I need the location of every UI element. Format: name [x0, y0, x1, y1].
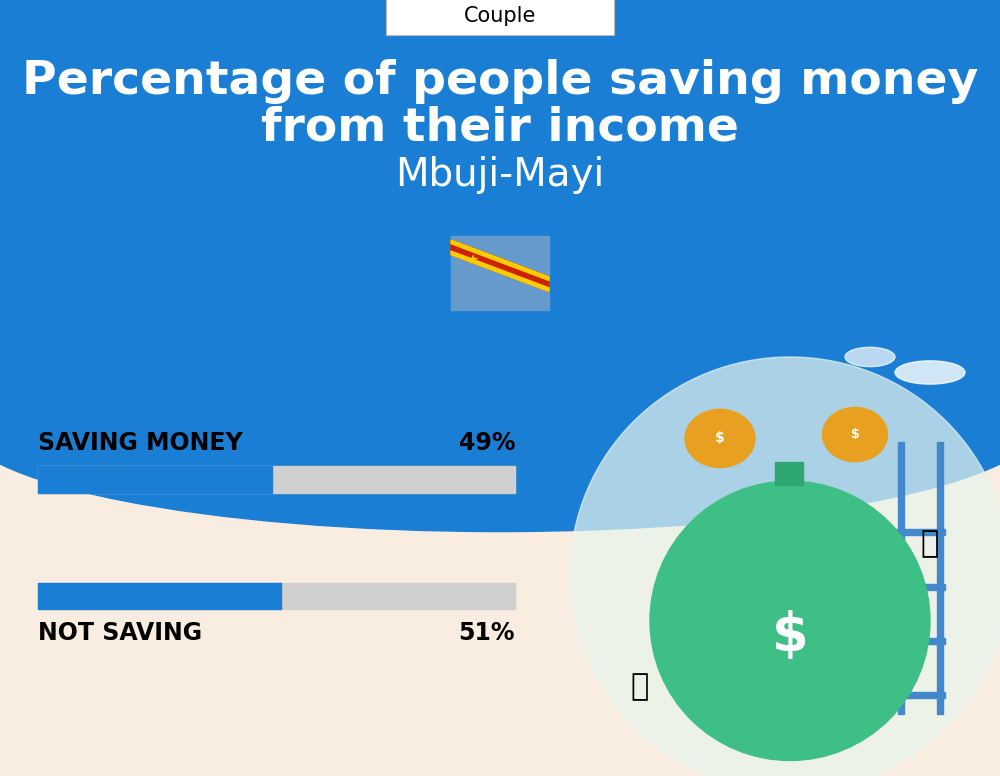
Ellipse shape: [845, 348, 895, 366]
Bar: [0, 0, 1000, 427]
Text: 🧑: 🧑: [921, 528, 939, 558]
Text: from their income: from their income: [261, 106, 739, 151]
Bar: [38, 583, 281, 609]
Ellipse shape: [685, 410, 755, 467]
Text: SAVING MONEY: SAVING MONEY: [38, 431, 243, 455]
Text: Mbuji-Mayi: Mbuji-Mayi: [395, 156, 605, 193]
Text: 51%: 51%: [458, 621, 515, 645]
Text: Percentage of people saving money: Percentage of people saving money: [22, 59, 978, 104]
Text: $: $: [851, 428, 859, 441]
Bar: [775, 462, 803, 485]
Bar: [937, 442, 943, 714]
Bar: [38, 583, 515, 609]
Bar: [451, 237, 549, 310]
FancyBboxPatch shape: [386, 0, 614, 35]
Polygon shape: [451, 240, 549, 292]
Text: 49%: 49%: [458, 431, 515, 455]
Bar: [38, 466, 272, 493]
Bar: [38, 466, 515, 493]
Polygon shape: [451, 240, 549, 280]
Ellipse shape: [0, 314, 1000, 532]
Bar: [895, 638, 945, 644]
Polygon shape: [451, 251, 549, 292]
Text: NOT SAVING: NOT SAVING: [38, 621, 202, 645]
Text: Couple: Couple: [464, 6, 536, 26]
Ellipse shape: [822, 407, 888, 462]
Ellipse shape: [895, 361, 965, 384]
Ellipse shape: [650, 481, 930, 760]
Bar: [898, 442, 904, 714]
Text: ★: ★: [466, 253, 479, 267]
Ellipse shape: [570, 357, 1000, 776]
Bar: [895, 692, 945, 698]
Bar: [895, 584, 945, 590]
Text: $: $: [715, 431, 725, 445]
Text: $: $: [772, 610, 808, 663]
Text: 🧑: 🧑: [631, 672, 649, 702]
Bar: [895, 529, 945, 535]
